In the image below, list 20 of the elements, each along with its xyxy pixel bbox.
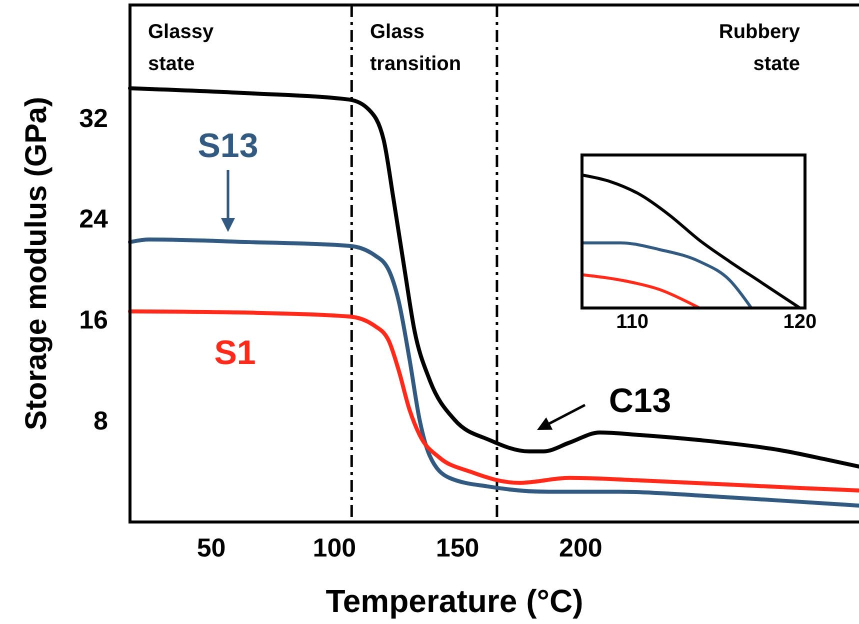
x-tick-label: 200 xyxy=(559,532,602,562)
y-tick-label: 16 xyxy=(79,304,108,335)
x-tick-label: 110 xyxy=(616,311,648,334)
annotation: Glass transition xyxy=(370,21,462,75)
y-axis-title: Storage modulus (GPa) xyxy=(20,96,53,430)
annotation: Glassy state xyxy=(148,21,214,75)
text: S13 xyxy=(198,127,258,165)
y-tick-label: 32 xyxy=(79,102,108,133)
line-series xyxy=(128,238,859,508)
y-tick-label: 8 xyxy=(94,405,108,436)
y-tick-label: 24 xyxy=(79,204,109,234)
line-series xyxy=(128,309,859,492)
x-tick-label: 50 xyxy=(196,532,226,562)
legend-label: C13 xyxy=(608,382,672,420)
series-label: S1 xyxy=(214,334,256,372)
annotation: Rubbery state xyxy=(718,21,801,75)
x-axis-title: Temperature (°C) xyxy=(326,583,584,619)
x-tick-label: 150 xyxy=(436,532,480,562)
x-tick-label: 120 xyxy=(783,311,817,334)
x-tick-label: 100 xyxy=(312,532,356,562)
